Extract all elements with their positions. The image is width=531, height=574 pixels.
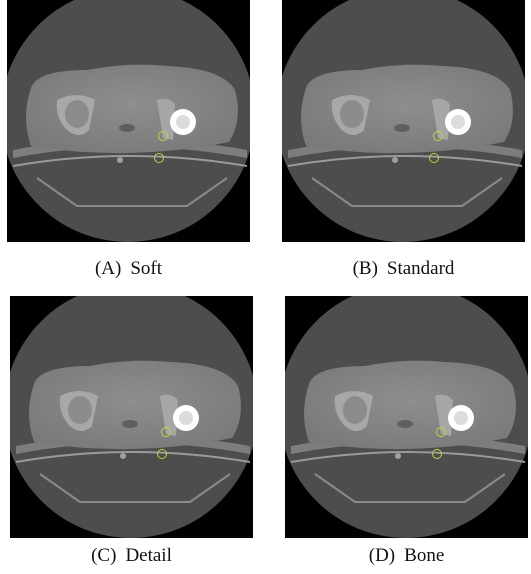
- caption-label: (B): [353, 258, 378, 279]
- ct-image: [285, 296, 528, 538]
- caption-label: (A): [95, 258, 121, 279]
- caption: (D) Bone: [285, 545, 528, 567]
- caption-text: Standard: [387, 258, 455, 279]
- caption-text: Detail: [125, 545, 171, 566]
- ct-image: [7, 0, 250, 242]
- caption-label: (C): [91, 545, 116, 566]
- ct-image: [282, 0, 525, 242]
- caption-text: Soft: [130, 258, 162, 279]
- caption: (C) Detail: [10, 545, 253, 567]
- caption: (B) Standard: [282, 258, 525, 280]
- figure: (A) Soft (B) Standard (C) Detail (D) Bone: [0, 0, 531, 574]
- caption: (A) Soft: [7, 258, 250, 280]
- caption-label: (D): [369, 545, 395, 566]
- ct-image: [10, 296, 253, 538]
- caption-text: Bone: [404, 545, 444, 566]
